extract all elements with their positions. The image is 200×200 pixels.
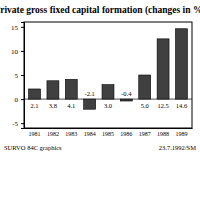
footer-right: 23.7.1992/SM [159,144,196,151]
y-tick: 5 [15,72,25,80]
x-tick: 1987 [139,128,151,137]
x-tick: 1981 [29,128,41,137]
y-tick-mark [21,123,24,124]
x-tick: 1984 [84,128,96,137]
x-tick: 1986 [120,128,132,137]
y-tick: 10 [11,48,24,56]
y-tick-label: 15 [11,24,19,32]
bar [84,99,96,109]
bar [47,81,59,99]
x-tick: 1989 [175,128,187,137]
x-tick: 1985 [102,128,114,137]
data-label: 12.5 [157,102,168,109]
x-tick-label: 1986 [120,131,132,137]
y-tick-label: 10 [11,48,19,56]
data-label: 2.1 [30,102,38,109]
x-tick: 1982 [47,128,59,137]
y-tick-mark [21,99,24,100]
chart: Private gross fixed capital formation (c… [0,0,200,200]
x-tick-label: 1985 [102,131,114,137]
x-tick-label: 1983 [65,131,77,137]
x-axis-line [25,128,193,129]
x-tick-label: 1987 [139,131,151,137]
x-tick-label: 1989 [175,131,187,137]
data-label: -0.4 [121,90,132,97]
footer-left: SURVO 84C graphics [4,144,62,151]
y-tick-mark [21,75,24,76]
y-tick-mark [21,27,24,28]
data-label: 4.1 [67,102,75,109]
data-label: 3.0 [104,102,112,109]
y-axis-line [21,23,25,129]
bar [120,99,132,101]
bar [65,79,77,99]
data-label: 5.0 [141,102,149,109]
bar [29,89,41,99]
bar [175,29,187,99]
x-tick: 1983 [65,128,77,137]
x-tick-label: 1981 [29,131,41,137]
x-tick-label: 1984 [84,131,96,137]
data-label: 14.6 [176,102,188,109]
data-label: 3.8 [49,102,57,109]
bar [102,85,114,99]
plot-frame [24,22,192,128]
title: Private gross fixed capital formation (c… [0,5,200,16]
y-tick-label: 5 [15,72,19,80]
y-tick-label: -5 [12,120,18,128]
y-tick: 15 [11,24,24,32]
bar [139,75,151,99]
x-tick-label: 1982 [47,131,59,137]
bar [157,39,169,99]
data-labels: 2.1 3.8 4.1 -2.1 3.0 -0.4 5.0 12.5 14.6 [30,90,187,109]
x-axis: 1981 1982 1983 1984 1985 1986 1987 1988 1989 [25,128,193,137]
y-tick: 0 [15,96,25,104]
y-axis: -5 0 5 10 15 [11,23,25,129]
y-tick-label: 0 [15,96,19,104]
x-tick: 1988 [157,128,169,137]
x-tick-label: 1988 [157,131,169,137]
y-tick-mark [21,51,24,52]
plot: 2.1 3.8 4.1 -2.1 3.0 -0.4 5.0 12.5 14.6 -5 0 5 10 15 1… [11,22,193,137]
data-label: -2.1 [84,90,94,97]
y-tick: -5 [12,120,24,128]
bars [29,29,188,109]
